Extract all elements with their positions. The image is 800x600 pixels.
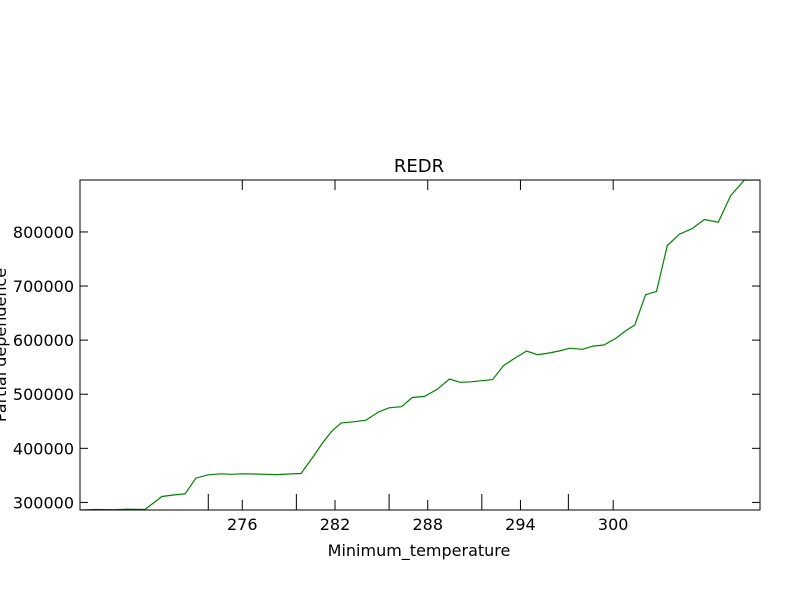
y-tick-label: 400000 (13, 439, 74, 458)
y-axis-label: Partial dependence (0, 268, 10, 422)
x-tick-label: 288 (412, 515, 443, 534)
y-tick-label: 300000 (13, 493, 74, 512)
y-tick-label: 700000 (13, 277, 74, 296)
plot-frame (79, 179, 761, 511)
plot-area (79, 179, 761, 511)
y-tick-label: 800000 (13, 223, 74, 242)
y-tick-label: 600000 (13, 331, 74, 350)
y-tick-label: 500000 (13, 385, 74, 404)
x-tick-label: 300 (598, 515, 629, 534)
x-axis-label: Minimum_temperature (328, 541, 511, 561)
series-line-0 (80, 180, 760, 510)
x-axis: 276 282 288 294 300 (207, 180, 629, 534)
x-tick-label: 282 (320, 515, 351, 534)
x-tick-label: 276 (227, 515, 258, 534)
y-axis: 300000 400000 500000 600000 700000 800000 (13, 223, 760, 512)
chart-title: REDR (394, 156, 444, 177)
x-tick-label: 294 (505, 515, 536, 534)
